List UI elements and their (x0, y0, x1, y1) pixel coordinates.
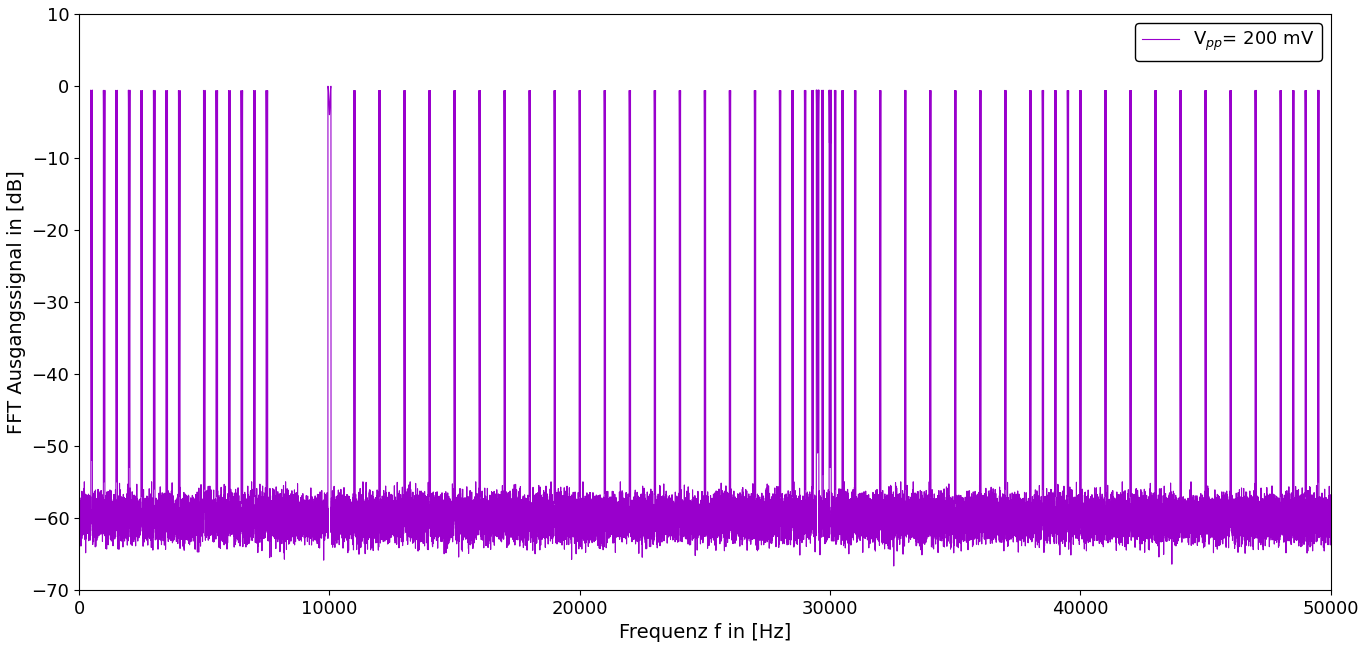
Y-axis label: FFT Ausgangssignal in [dB]: FFT Ausgangssignal in [dB] (7, 170, 26, 434)
V$_{pp}$= 200 mV (1000, 511, 1016, 519)
X-axis label: Frequenz f in [Hz]: Frequenz f in [Hz] (619, 623, 791, 642)
V$_{pp}$= 200 mV (372, 504, 388, 511)
V$_{pp}$= 200 mV (550, 513, 567, 521)
Line: V$_{pp}$= 200 mV: V$_{pp}$= 200 mV (79, 86, 1330, 566)
V$_{pp}$= 200 mV (71, 509, 87, 517)
V$_{pp}$= 200 mV (825, 524, 841, 532)
Legend: V$_{pp}$= 200 mV: V$_{pp}$= 200 mV (1135, 23, 1322, 60)
V$_{pp}$= 200 mV (885, 562, 902, 570)
V$_{pp}$= 200 mV (1322, 498, 1339, 506)
V$_{pp}$= 200 mV (750, 512, 766, 520)
V$_{pp}$= 200 mV (320, 82, 336, 90)
V$_{pp}$= 200 mV (156, 519, 172, 526)
